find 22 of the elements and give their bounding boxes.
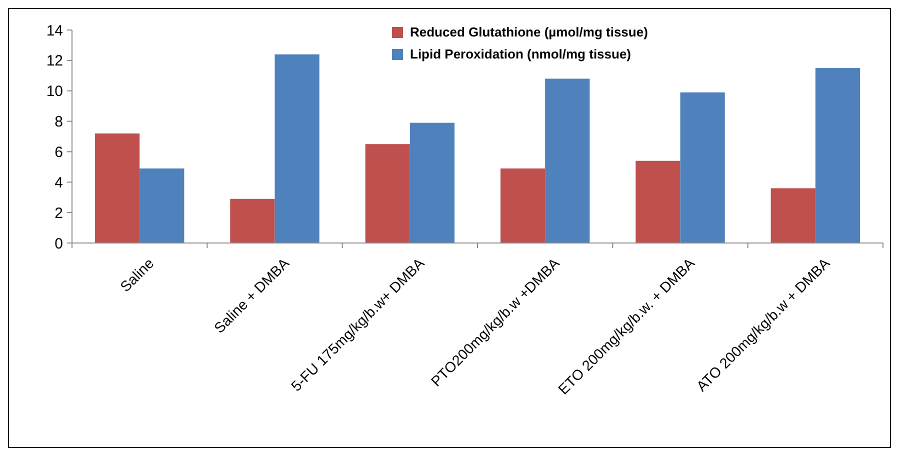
bar — [500, 168, 546, 243]
bar — [230, 198, 275, 243]
y-tick-label: 14 — [46, 22, 63, 40]
bar — [770, 188, 816, 243]
bar — [545, 78, 590, 243]
y-tick-label: 0 — [54, 235, 63, 252]
bar — [365, 144, 410, 243]
y-tick-label: 4 — [54, 174, 63, 192]
legend-label: Reduced Glutathione (µmol/mg tissue) — [410, 24, 648, 40]
y-tick-label: 6 — [54, 144, 63, 161]
legend-label: Lipid Peroxidation (nmol/mg tissue) — [410, 46, 632, 62]
bar — [636, 160, 680, 243]
y-tick-label: 12 — [46, 52, 63, 70]
bar — [274, 54, 320, 243]
bar — [140, 168, 184, 243]
bar — [410, 122, 455, 243]
y-tick-label: 10 — [46, 83, 63, 100]
bar — [94, 133, 140, 243]
bar — [680, 92, 725, 243]
y-tick-label: 8 — [54, 114, 63, 131]
bar — [815, 68, 860, 243]
y-tick-label: 2 — [54, 204, 63, 222]
